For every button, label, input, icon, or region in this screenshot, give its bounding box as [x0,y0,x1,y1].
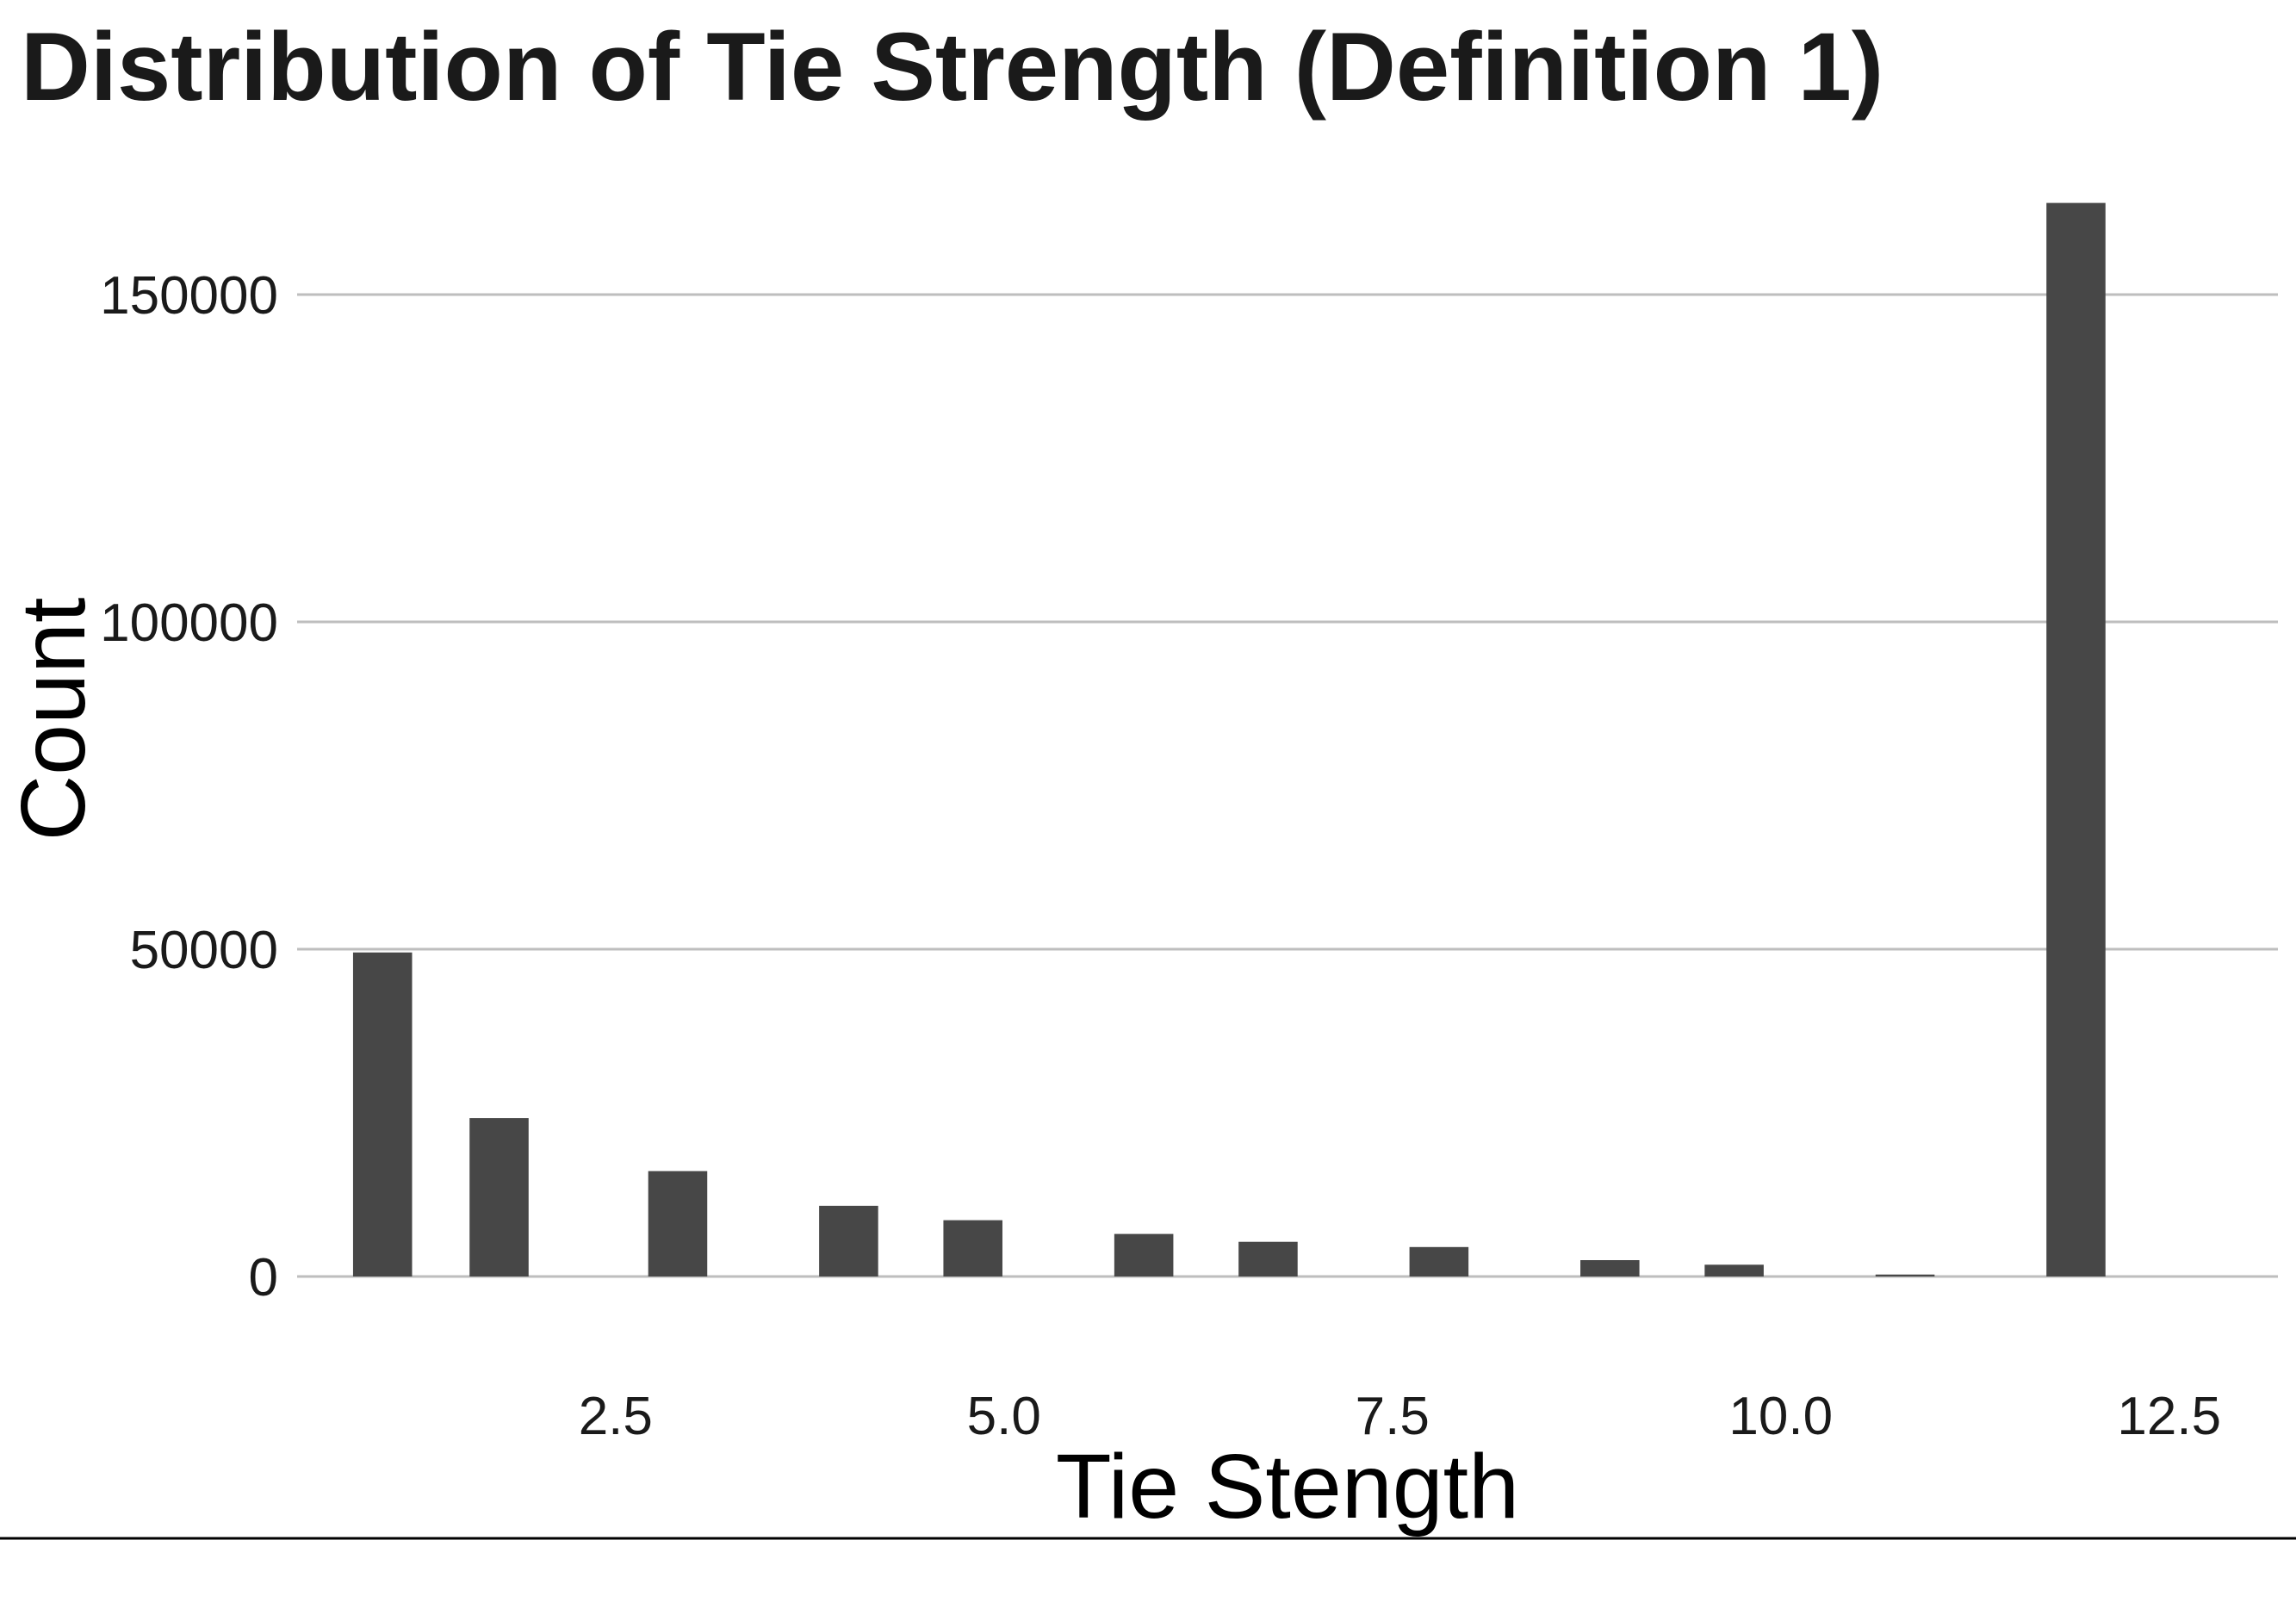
bar [2046,202,2106,1277]
bar [819,1205,878,1276]
y-tick-label: 150000 [100,266,278,326]
bars [352,202,2106,1277]
bar [469,1118,529,1276]
x-tick-label: 7.5 [1356,1387,1430,1446]
x-tick-label: 2.5 [579,1387,653,1446]
bar [1704,1264,1764,1276]
y-tick-label: 0 [249,1248,278,1308]
x-tick-label: 5.0 [967,1387,1041,1446]
bar [352,952,413,1276]
chart-title: Distribution of Tie Strength (Definition… [21,13,1884,121]
bar [1409,1246,1469,1276]
y-tick-labels: 0 50000 100000 150000 [100,266,278,1308]
bar [1114,1233,1174,1276]
x-axis-title: Tie Stength [1056,1436,1519,1537]
x-tick-label: 12.5 [2117,1387,2221,1446]
y-tick-label: 100000 [100,593,278,653]
y-tick-label: 50000 [130,921,278,980]
x-tick-label: 10.0 [1728,1387,1833,1446]
gridlines [297,293,2278,1278]
bar [648,1171,708,1276]
bar [1238,1241,1298,1276]
x-tick-labels: 2.5 5.0 7.5 10.0 12.5 [579,1387,2221,1446]
bar [1875,1274,1935,1276]
bar [1580,1260,1640,1276]
y-axis-title: Count [3,598,104,842]
bar [943,1220,1002,1276]
